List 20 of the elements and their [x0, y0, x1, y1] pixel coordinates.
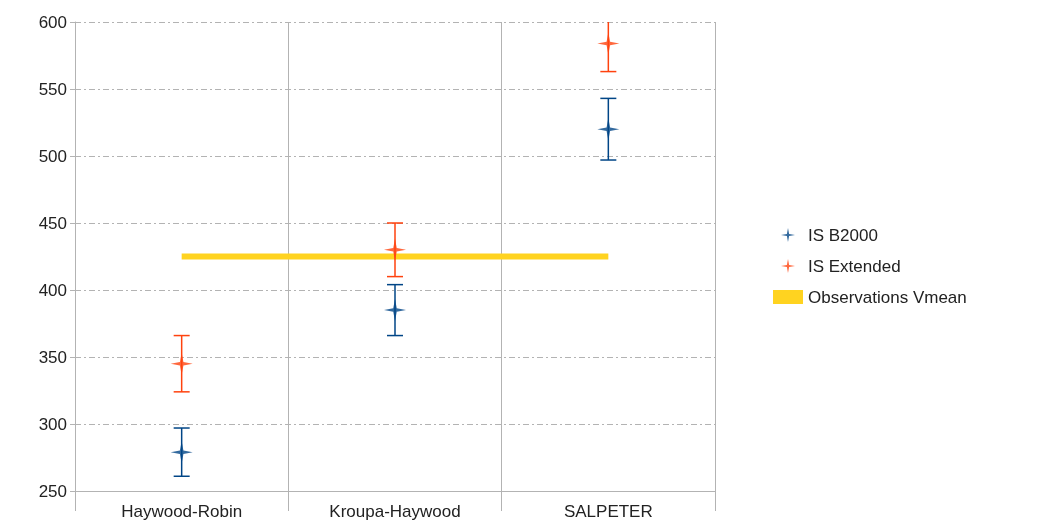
- legend-label: IS Extended: [808, 256, 901, 276]
- legend-label: IS B2000: [808, 225, 878, 245]
- legend-label: Observations Vmean: [808, 287, 967, 307]
- y-tick-label: 550: [38, 79, 67, 99]
- point: [597, 32, 620, 55]
- point: [597, 118, 620, 141]
- point: [384, 238, 406, 261]
- x-tick-label: SALPETER: [563, 502, 653, 521]
- point: [384, 299, 406, 322]
- point: [170, 441, 193, 464]
- point: [170, 352, 193, 375]
- x-tick-label: Kroupa-Haywood: [329, 502, 461, 521]
- y-tick-label: 350: [38, 347, 67, 367]
- y-tick-label: 400: [38, 280, 67, 300]
- y-tick-label: 500: [38, 146, 67, 166]
- y-tick-label: 450: [38, 213, 67, 233]
- x-tick-label: Haywood-Robin: [121, 502, 243, 521]
- y-tick-label: 600: [38, 12, 67, 32]
- y-tick-label: 300: [38, 414, 67, 434]
- y-tick-label: 250: [38, 481, 67, 501]
